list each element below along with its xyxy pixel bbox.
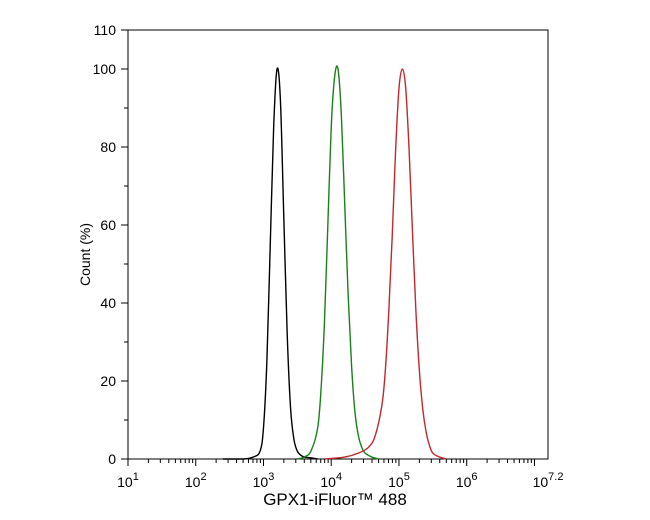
histogram-curves [222, 65, 447, 460]
x-tick-label: 103 [253, 471, 275, 490]
y-tick-label: 60 [100, 217, 116, 233]
y-tick-label: 0 [108, 451, 116, 467]
y-tick-label: 100 [93, 61, 117, 77]
x-tick-label: 107.2 [533, 471, 564, 490]
y-tick-label: 20 [100, 373, 116, 389]
y-tick-label: 80 [100, 139, 116, 155]
y-tick-label: 110 [94, 22, 117, 38]
x-tick-label: 105 [388, 471, 410, 490]
histogram-series-3 [324, 68, 447, 460]
x-tick-label: 104 [320, 471, 342, 490]
y-tick-label: 40 [100, 295, 116, 311]
y-axis-ticks: 0 20 40 60 80 100 110 [93, 22, 128, 467]
x-axis-title: GPX1-iFluor™ 488 [263, 490, 407, 509]
histogram-series-2 [297, 65, 379, 460]
x-tick-label: 106 [456, 471, 478, 490]
plot-frame [127, 29, 549, 460]
y-axis-title: Count (%) [77, 223, 93, 286]
x-tick-label: 101 [117, 471, 139, 490]
x-axis-ticks: 101 102 103 104 105 106 107.2 [117, 459, 563, 490]
x-tick-label: 102 [185, 471, 207, 490]
histogram-series-1 [222, 67, 318, 460]
